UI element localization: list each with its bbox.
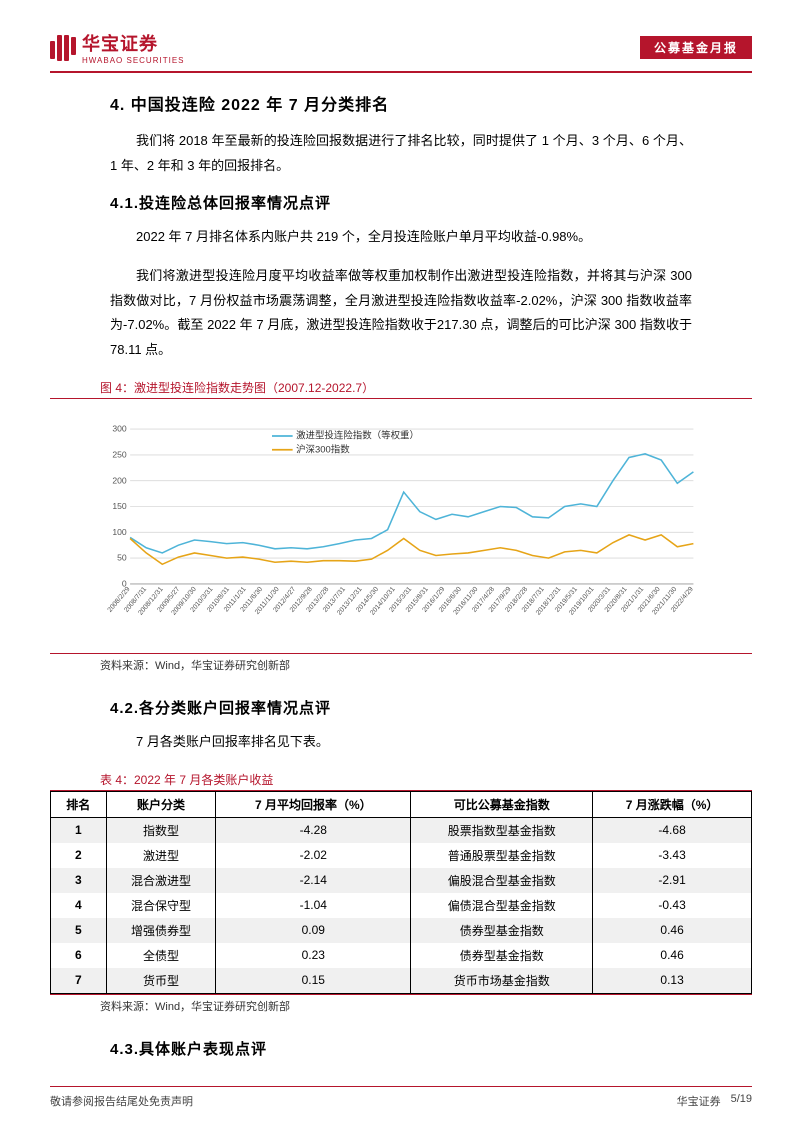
section-41-p1: 2022 年 7 月排名体系内账户共 219 个，全月投连险账户单月平均收益-0… [110, 225, 692, 250]
doc-badge: 公募基金月报 [640, 36, 752, 59]
footer-brand: 华宝证券 [677, 1093, 721, 1109]
svg-text:300: 300 [112, 423, 127, 433]
table-cell: 增强债券型 [106, 918, 216, 943]
table-cell: -3.43 [593, 843, 752, 868]
table-row: 6全债型0.23债券型基金指数0.46 [51, 943, 752, 968]
table-cell: -2.14 [216, 868, 411, 893]
table-cell: 偏债混合型基金指数 [411, 893, 593, 918]
table-cell: -0.43 [593, 893, 752, 918]
svg-text:100: 100 [112, 527, 127, 537]
svg-text:50: 50 [117, 552, 127, 562]
header-rule [50, 71, 752, 73]
logo-en: HWABAO SECURITIES [82, 56, 185, 65]
table-cell: 货币型 [106, 968, 216, 994]
line-chart-svg: 0501001502002503002008/2/292008/7/312008… [100, 403, 702, 653]
table-row: 4混合保守型-1.04偏债混合型基金指数-0.43 [51, 893, 752, 918]
figure-4-source: 资料来源：Wind，华宝证券研究创新部 [50, 653, 752, 673]
table-cell: -4.68 [593, 817, 752, 843]
table-col-header: 7 月平均回报率（%） [216, 791, 411, 817]
logo-mark-icon [50, 35, 76, 61]
table-cell: 0.13 [593, 968, 752, 994]
table-cell: -2.02 [216, 843, 411, 868]
svg-text:200: 200 [112, 475, 127, 485]
section-42-p1: 7 月各类账户回报率排名见下表。 [110, 730, 692, 755]
section-42-title: 4.2.各分类账户回报率情况点评 [110, 697, 692, 718]
svg-text:激进型投连险指数（等权重）: 激进型投连险指数（等权重） [296, 429, 419, 441]
table-cell: 2 [51, 843, 107, 868]
table-cell: 偏股混合型基金指数 [411, 868, 593, 893]
table-cell: 1 [51, 817, 107, 843]
table-row: 5增强债券型0.09债券型基金指数0.46 [51, 918, 752, 943]
table-cell: 混合激进型 [106, 868, 216, 893]
table-cell: 激进型 [106, 843, 216, 868]
table-cell: 5 [51, 918, 107, 943]
table-cell: 混合保守型 [106, 893, 216, 918]
table-cell: 债券型基金指数 [411, 943, 593, 968]
section-4-intro: 我们将 2018 年至最新的投连险回报数据进行了排名比较，同时提供了 1 个月、… [110, 129, 692, 178]
table-cell: 7 [51, 968, 107, 994]
table-cell: 指数型 [106, 817, 216, 843]
logo-cn: 华宝证券 [82, 30, 185, 56]
section-43-title: 4.3.具体账户表现点评 [110, 1038, 692, 1059]
table-col-header: 账户分类 [106, 791, 216, 817]
table-cell: 0.23 [216, 943, 411, 968]
svg-text:250: 250 [112, 449, 127, 459]
table-cell: -4.28 [216, 817, 411, 843]
section-4-title: 4. 中国投连险 2022 年 7 月分类排名 [110, 91, 692, 115]
table-cell: 普通股票型基金指数 [411, 843, 593, 868]
table-cell: 货币市场基金指数 [411, 968, 593, 994]
svg-text:150: 150 [112, 501, 127, 511]
table-cell: 4 [51, 893, 107, 918]
section-41-title: 4.1.投连险总体回报率情况点评 [110, 192, 692, 213]
table-cell: 0.46 [593, 943, 752, 968]
table-cell: 0.46 [593, 918, 752, 943]
table-row: 7货币型0.15货币市场基金指数0.13 [51, 968, 752, 994]
table-cell: 0.15 [216, 968, 411, 994]
table-cell: 股票指数型基金指数 [411, 817, 593, 843]
footer-disclaimer: 敬请参阅报告结尾处免责声明 [50, 1093, 193, 1109]
table-col-header: 排名 [51, 791, 107, 817]
table-4: 排名账户分类7 月平均回报率（%）可比公募基金指数7 月涨跌幅（%） 1指数型-… [50, 791, 752, 994]
table-cell: 6 [51, 943, 107, 968]
footer: 敬请参阅报告结尾处免责声明 华宝证券 5/19 [50, 1086, 752, 1109]
figure-4-chart: 0501001502002503002008/2/292008/7/312008… [50, 399, 752, 653]
table-header-row: 排名账户分类7 月平均回报率（%）可比公募基金指数7 月涨跌幅（%） [51, 791, 752, 817]
section-41-p2: 我们将激进型投连险月度平均收益率做等权重加权制作出激进型投连险指数，并将其与沪深… [110, 264, 692, 363]
table-4-title: 表 4：2022 年 7 月各类账户收益 [50, 769, 752, 791]
table-cell: -2.91 [593, 868, 752, 893]
logo: 华宝证券 HWABAO SECURITIES [50, 30, 185, 65]
table-row: 2激进型-2.02普通股票型基金指数-3.43 [51, 843, 752, 868]
footer-page: 5/19 [731, 1093, 752, 1109]
table-4-source: 资料来源：Wind，华宝证券研究创新部 [50, 994, 752, 1014]
svg-text:沪深300指数: 沪深300指数 [296, 443, 350, 455]
table-row: 3混合激进型-2.14偏股混合型基金指数-2.91 [51, 868, 752, 893]
table-col-header: 可比公募基金指数 [411, 791, 593, 817]
figure-4-title: 图 4：激进型投连险指数走势图（2007.12-2022.7） [50, 377, 752, 399]
table-cell: -1.04 [216, 893, 411, 918]
table-cell: 全债型 [106, 943, 216, 968]
table-cell: 3 [51, 868, 107, 893]
table-cell: 债券型基金指数 [411, 918, 593, 943]
table-cell: 0.09 [216, 918, 411, 943]
table-col-header: 7 月涨跌幅（%） [593, 791, 752, 817]
table-row: 1指数型-4.28股票指数型基金指数-4.68 [51, 817, 752, 843]
